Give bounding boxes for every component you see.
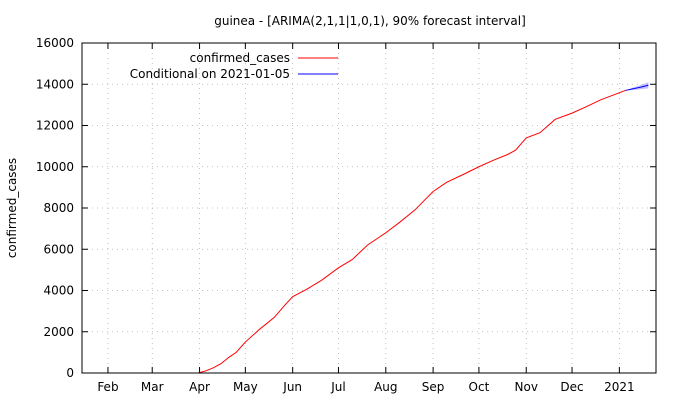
y-tick-label: 2000 [43,325,74,339]
x-tick-label: Jun [282,380,302,394]
x-tick-label: Feb [97,380,118,394]
series-line-0 [197,89,626,374]
y-axis-label: confirmed_cases [5,158,19,258]
y-tick-label: 8000 [43,201,74,215]
x-tick-label: Mar [141,380,164,394]
plot-frame [81,42,657,374]
y-tick-label: 10000 [36,160,74,174]
grid [82,43,656,373]
series-lines [197,84,649,374]
y-tick-label: 4000 [43,284,74,298]
x-tick-label: Aug [374,380,397,394]
forecast-interval-area [625,82,649,91]
x-tick-label: Apr [189,380,210,394]
x-tick-label: 2021 [604,380,635,394]
legend-label: Conditional on 2021-01-05 [130,67,290,81]
series-line-1 [625,84,649,91]
x-tick-label: Dec [560,380,583,394]
chart-title: guinea - [ARIMA(2,1,1|1,0,1), 90% foreca… [214,14,526,28]
y-tick-label: 6000 [43,242,74,256]
forecast-band [625,82,649,91]
x-tick-label: Jul [330,380,345,394]
y-axis: 0 2000 4000 6000 8000 10000 12000 14000 16000 [36,36,656,380]
y-tick-label: 14000 [36,77,74,91]
x-tick-label: Oct [469,380,490,394]
x-axis: Feb Mar Apr May Jun Jul Aug Sep Oct Nov Dec 2021 [97,43,635,394]
legend-label: confirmed_cases [190,51,290,65]
y-tick-label: 0 [66,366,74,380]
y-tick-label: 12000 [36,119,74,133]
x-tick-label: Nov [515,380,538,394]
x-tick-label: May [233,380,258,394]
y-tick-label: 16000 [36,36,74,50]
legend: confirmed_cases Conditional on 2021-01-05 [130,51,338,81]
x-tick-label: Sep [422,380,445,394]
